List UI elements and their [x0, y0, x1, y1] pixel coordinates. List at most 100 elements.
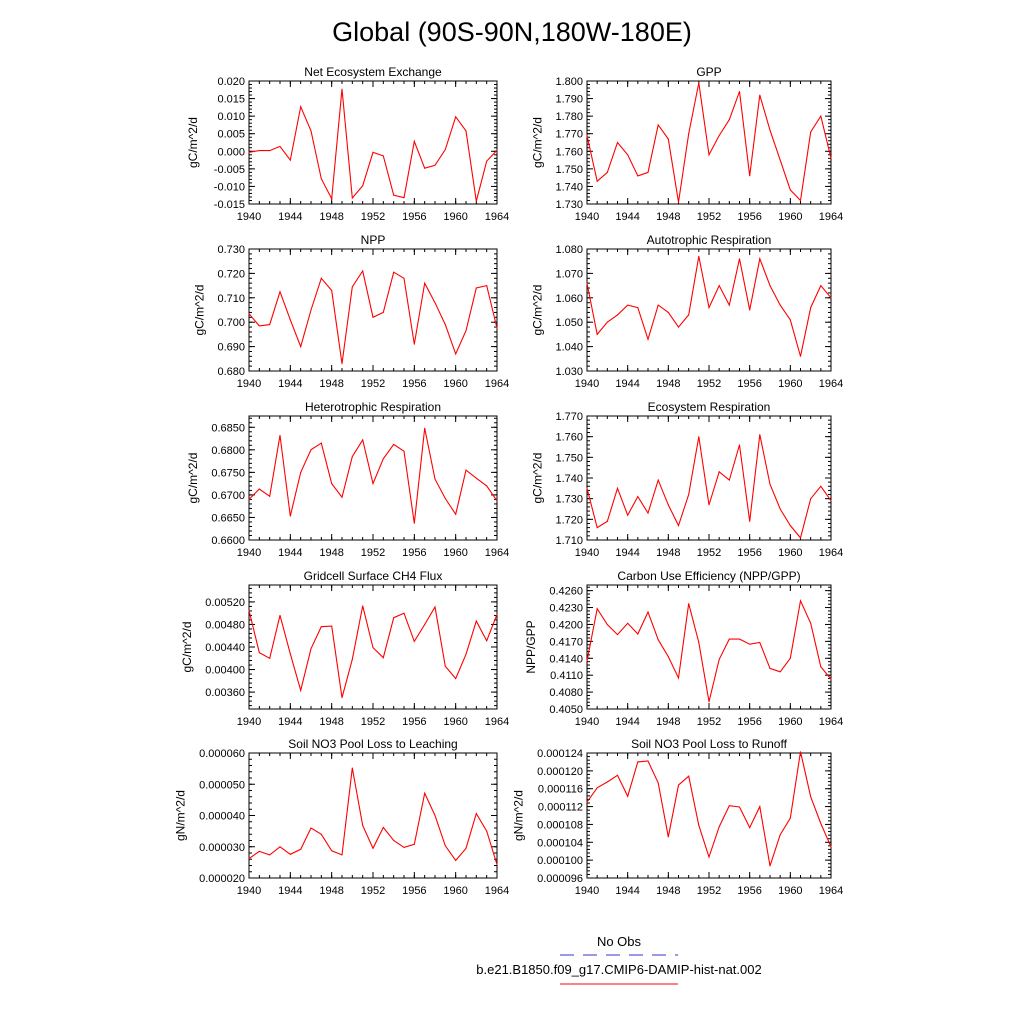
y-tick-label: 0.680 [217, 366, 245, 378]
y-tick-label: 0.4170 [549, 636, 583, 648]
y-axis-label: gC/m^2/d [186, 453, 200, 504]
data-point [637, 307, 639, 309]
data-point [289, 159, 291, 161]
panel-title: Autotrophic Respiration [647, 233, 772, 247]
data-point [424, 282, 426, 284]
data-point [810, 498, 812, 500]
panel-title: Soil NO3 Pool Loss to Runoff [631, 737, 788, 751]
data-point [678, 677, 679, 679]
data-point [331, 483, 333, 485]
data-point [820, 823, 822, 824]
data-point [496, 864, 498, 866]
x-tick-label: 1948 [319, 211, 343, 223]
data-point [728, 805, 730, 807]
x-tick-label: 1940 [575, 378, 599, 390]
data-point [341, 363, 343, 365]
data-point [424, 792, 426, 794]
data-point [688, 314, 690, 316]
data-point [739, 806, 740, 808]
panels: Net Ecosystem Exchange 1940 1944 1948 1952 19… [174, 65, 844, 897]
data-point [341, 88, 343, 90]
data-point [627, 795, 629, 797]
y-tick-label: 1.750 [555, 452, 583, 464]
y-tick-label: 0.000050 [199, 779, 245, 791]
y-tick-label: 1.790 [555, 94, 583, 106]
data-point [586, 801, 588, 803]
y-tick-label: 1.780 [555, 111, 583, 123]
series-line [586, 598, 832, 702]
data-point [678, 201, 679, 203]
data-point [362, 439, 364, 441]
x-tick-label: 1944 [278, 885, 302, 897]
series-line [248, 89, 498, 202]
data-point [810, 307, 812, 309]
y-tick-label: 0.020 [217, 76, 245, 88]
x-tick-label: 1944 [278, 547, 302, 559]
data-point [475, 200, 477, 202]
y-tick-label: 0.005 [217, 129, 245, 141]
data-point [617, 142, 618, 143]
y-tick-label: 1.760 [555, 432, 583, 444]
data-point [403, 450, 405, 452]
data-point [718, 471, 720, 473]
series-line [586, 256, 832, 357]
data-point [627, 622, 629, 624]
x-tick-label: 1948 [656, 378, 680, 390]
legend-model-label: b.e21.B1850.f09_g17.CMIP6-DAMIP-hist-nat… [476, 962, 761, 977]
data-point [413, 140, 415, 142]
data-point [331, 290, 333, 291]
data-point [667, 311, 669, 313]
y-tick-label: 0.000124 [537, 748, 583, 760]
data-point [403, 846, 405, 848]
data-point [362, 825, 364, 826]
panel-title: Net Ecosystem Exchange [304, 65, 442, 79]
data-point [351, 197, 353, 199]
data-point [617, 774, 618, 776]
panel-title: Heterotrophic Respiration [305, 400, 441, 414]
data-point [596, 787, 598, 789]
panel-5: Heterotrophic Respiration 1940 1944 1948 195… [186, 400, 509, 559]
data-point [586, 282, 588, 284]
data-point [606, 624, 608, 625]
data-point [728, 638, 730, 640]
y-axis-label: gN/m^2/d [512, 790, 526, 841]
x-tick-label: 1956 [737, 716, 761, 728]
data-point [248, 609, 250, 611]
x-tick-label: 1964 [485, 547, 509, 559]
data-point [718, 285, 720, 287]
data-point [393, 443, 395, 445]
y-tick-label: 1.770 [555, 411, 583, 423]
x-tick-label: 1956 [737, 211, 761, 223]
data-point [310, 648, 312, 650]
data-point [351, 658, 353, 660]
data-point [248, 313, 250, 315]
data-point [279, 614, 281, 616]
x-tick-label: 1952 [361, 547, 385, 559]
data-point [708, 154, 710, 156]
y-tick-label: -0.005 [214, 164, 245, 176]
y-axis-label: gC/m^2/d [193, 285, 207, 336]
x-tick-label: 1952 [697, 378, 721, 390]
data-point [820, 115, 822, 117]
data-point [830, 846, 832, 848]
x-tick-label: 1944 [278, 716, 302, 728]
series-line [248, 428, 498, 524]
data-point [455, 353, 457, 355]
y-tick-label: 0.000 [217, 146, 245, 158]
x-tick-label: 1964 [819, 378, 843, 390]
data-point [465, 469, 467, 471]
x-tick-label: 1952 [697, 716, 721, 728]
data-point [637, 496, 639, 498]
panel-3: NPP 1940 1944 1948 1952 1956 1960 1964 0.680 0.69… [193, 233, 510, 390]
x-tick-label: 1944 [615, 716, 639, 728]
data-point [403, 197, 405, 199]
x-tick-label: 1940 [237, 378, 261, 390]
y-tick-label: 0.6850 [211, 422, 245, 434]
x-tick-label: 1952 [361, 885, 385, 897]
data-point [647, 512, 649, 514]
y-axis-label: gN/m^2/d [174, 790, 188, 841]
data-point [434, 164, 436, 166]
y-tick-label: 0.700 [217, 317, 245, 329]
data-point [496, 149, 498, 151]
data-point [269, 495, 271, 497]
